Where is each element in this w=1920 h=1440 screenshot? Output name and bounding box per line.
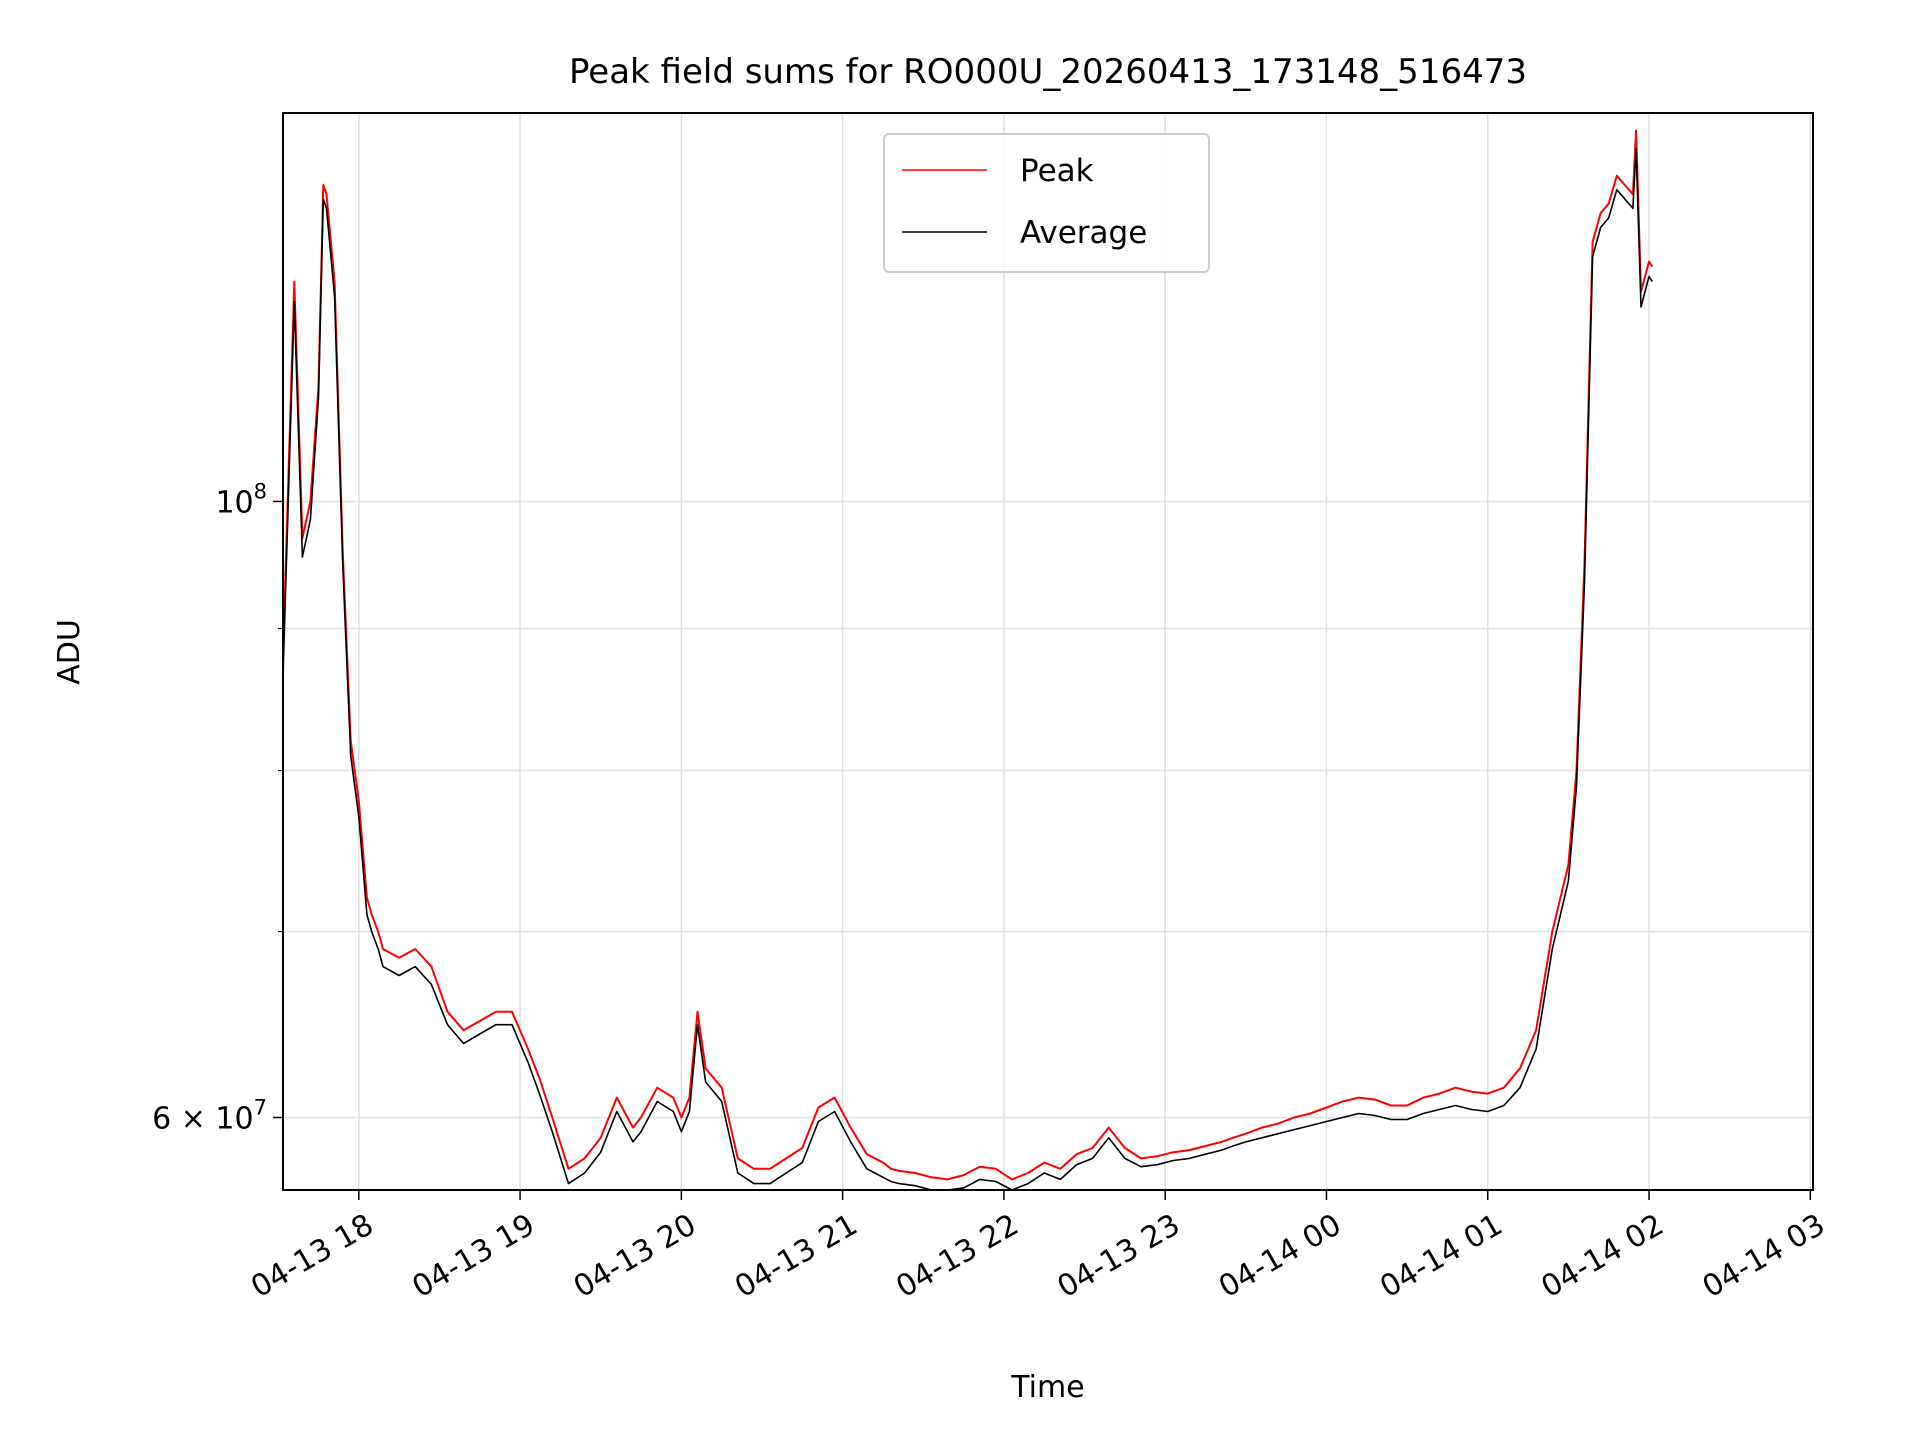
series-line-average [282,147,1653,1191]
grid [283,113,1813,1190]
y-tick-label: 108 [215,479,267,520]
legend: Peak Average [883,133,1210,273]
chart-title: Peak field sums for RO000U_20260413_1731… [569,52,1527,92]
plot-frame [282,112,1814,1191]
series-line-peak [282,129,1654,1181]
legend-peak-label: Peak [1020,153,1094,189]
plot-lines [282,129,1654,1191]
y-axis: 108 6 × 107 [152,479,283,1137]
y-tick-label: 6 × 107 [152,1096,267,1137]
legend-box [883,133,1210,273]
x-axis-label: Time [1010,1370,1084,1405]
legend-average-label: Average [1020,215,1147,251]
y-axis-label: ADU [52,619,87,685]
